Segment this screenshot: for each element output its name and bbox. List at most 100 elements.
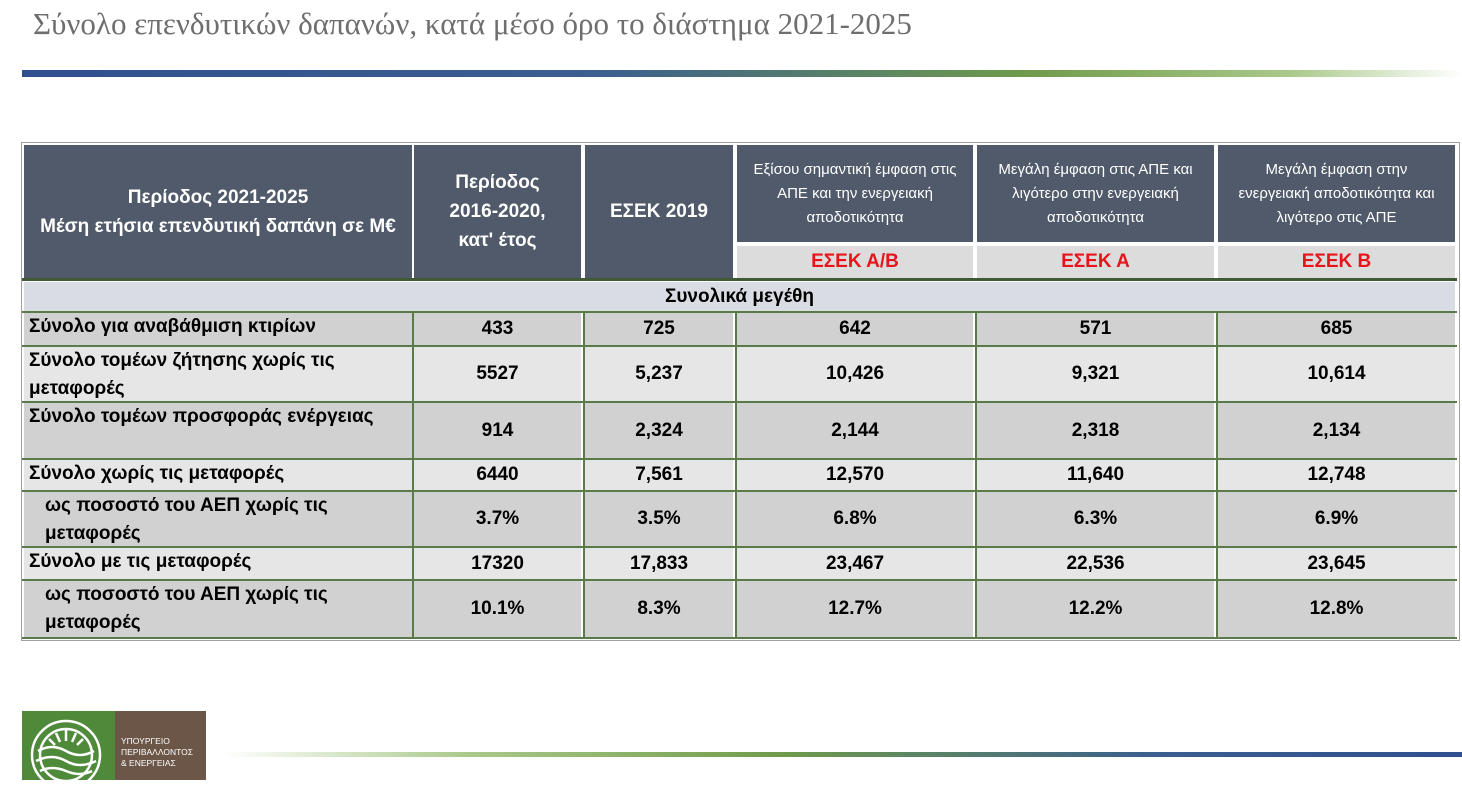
ministry-name-line: & ΕΝΕΡΓΕΙΑΣ — [121, 758, 176, 768]
section-total-figures: Συνολικά μεγέθη — [24, 282, 1455, 311]
scenario-label-a: ΕΣΕΚ Α — [977, 246, 1214, 278]
table-cell: 12.8% — [1218, 581, 1455, 637]
table-cell: 2,324 — [585, 403, 733, 458]
investment-table: Περίοδος 2021-2025 Μέση ετήσια επενδυτικ… — [21, 142, 1460, 641]
footer-bar — [222, 752, 1462, 757]
row-label-line: Σύνολο με τις μεταφορές — [29, 551, 252, 572]
scenario-label-ab: ΕΣΕΚ Α/Β — [737, 246, 973, 278]
table-cell: 2,134 — [1218, 403, 1455, 458]
table-cell: 10,426 — [737, 347, 973, 401]
row-divider — [22, 637, 1457, 639]
row-divider — [22, 345, 1457, 347]
ministry-logo: ΥΠΟΥΡΓΕΙΟ ΠΕΡΙΒΑΛΛΟΝΤΟΣ & ΕΝΕΡΓΕΙΑΣ — [22, 711, 206, 785]
ministry-name: ΥΠΟΥΡΓΕΙΟ ΠΕΡΙΒΑΛΛΟΝΤΟΣ & ΕΝΕΡΓΕΙΑΣ — [121, 736, 193, 769]
header-text: αποδοτικότητα — [806, 208, 904, 226]
table-cell: 7,561 — [585, 460, 733, 490]
header-text: λιγότερο στις ΑΠΕ — [1276, 208, 1397, 226]
header-text: αποδοτικότητα — [1047, 208, 1144, 226]
ministry-emblem-icon — [22, 711, 115, 785]
table-cell: 11,640 — [977, 460, 1214, 490]
header-text: Μεγάλη έμφαση στις ΑΠΕ και — [998, 160, 1193, 178]
table-cell: 8.3% — [585, 581, 733, 637]
header-text: 2016-2020, — [449, 201, 546, 222]
row-label: ως ποσοστό του ΑΕΠ χωρίς τις μεταφορές — [24, 492, 412, 546]
table-cell: 2,318 — [977, 403, 1214, 458]
table-cell: 6.8% — [737, 492, 973, 546]
row-divider — [22, 401, 1457, 403]
header-period-2016-2020: Περίοδος 2016-2020, κατ' έτος — [414, 145, 581, 278]
table-cell: 6440 — [414, 460, 581, 490]
header-text: Εξίσου σημαντική έμφαση στις — [753, 160, 957, 178]
row-label-line: μεταφορές — [45, 523, 141, 544]
table-cell: 725 — [585, 313, 733, 345]
row-divider — [22, 579, 1457, 581]
table-cell: 23,645 — [1218, 548, 1455, 579]
row-label: Σύνολο τομέων προσφοράς ενέργειας — [24, 403, 412, 458]
table-cell: 5527 — [414, 347, 581, 401]
header-text: λιγότερο στην ενεργειακή — [1012, 184, 1179, 202]
title-underline-bar — [22, 70, 1462, 77]
table-cell: 10,614 — [1218, 347, 1455, 401]
row-label-line: μεταφορές — [29, 378, 125, 399]
header-scenario-equal: Εξίσου σημαντική έμφαση στις ΑΠΕ και την… — [737, 145, 973, 242]
table-cell: 5,237 — [585, 347, 733, 401]
row-label-line: μεταφορές — [45, 612, 141, 633]
table-cell: 12,570 — [737, 460, 973, 490]
row-label: Σύνολο για αναβάθμιση κτιρίων — [24, 313, 412, 345]
row-label-line: ως ποσοστό του ΑΕΠ χωρίς τις — [45, 584, 328, 605]
row-label-line: Σύνολο χωρίς τις μεταφορές — [29, 463, 285, 484]
header-text: Μεγάλη έμφαση στην — [1265, 160, 1408, 178]
header-text: ενεργειακή αποδοτικότητα και — [1238, 184, 1435, 202]
row-divider — [22, 546, 1457, 548]
table-cell: 12.7% — [737, 581, 973, 637]
table-cell: 6.3% — [977, 492, 1214, 546]
table-cell: 571 — [977, 313, 1214, 345]
row-divider — [22, 490, 1457, 492]
header-text: ΑΠΕ και την ενεργειακή — [777, 184, 933, 202]
ministry-name-line: ΥΠΟΥΡΓΕΙΟ — [121, 736, 170, 746]
header-scenario-res: Μεγάλη έμφαση στις ΑΠΕ και λιγότερο στην… — [977, 145, 1214, 242]
table-cell: 3.7% — [414, 492, 581, 546]
table-cell: 17,833 — [585, 548, 733, 579]
scenario-label-b: ΕΣΕΚ Β — [1218, 246, 1455, 278]
column-divider — [735, 312, 737, 637]
row-label: ως ποσοστό του ΑΕΠ χωρίς τις μεταφορές — [24, 581, 412, 637]
header-text: κατ' έτος — [458, 230, 537, 251]
column-divider — [1216, 312, 1218, 637]
table-cell: 642 — [737, 313, 973, 345]
row-divider — [22, 458, 1457, 460]
row-label: Σύνολο χωρίς τις μεταφορές — [24, 460, 412, 490]
table-cell: 433 — [414, 313, 581, 345]
table-cell: 9,321 — [977, 347, 1214, 401]
header-period-2021-2025: Περίοδος 2021-2025 Μέση ετήσια επενδυτικ… — [24, 145, 412, 278]
row-label-line: Σύνολο για αναβάθμιση κτιρίων — [29, 316, 316, 337]
table-cell: 10.1% — [414, 581, 581, 637]
table-cell: 3.5% — [585, 492, 733, 546]
table-cell: 914 — [414, 403, 581, 458]
column-divider — [583, 312, 585, 637]
row-label: Σύνολο τομέων ζήτησης χωρίς τις μεταφορές — [24, 347, 412, 401]
ministry-name-line: ΠΕΡΙΒΑΛΛΟΝΤΟΣ — [121, 747, 194, 757]
table-cell: 6.9% — [1218, 492, 1455, 546]
header-divider — [22, 278, 1457, 281]
column-divider — [975, 312, 977, 637]
section-divider — [22, 311, 1457, 313]
table-cell: 17320 — [414, 548, 581, 579]
row-label: Σύνολο με τις μεταφορές — [24, 548, 412, 579]
row-label-line: ως ποσοστό του ΑΕΠ χωρίς τις — [45, 495, 328, 516]
header-period-line2: Μέση ετήσια επενδυτική δαπάνη σε Μ€ — [40, 215, 396, 237]
header-text: Περίοδος — [455, 172, 540, 193]
table-cell: 23,467 — [737, 548, 973, 579]
header-esek-2019: ΕΣΕΚ 2019 — [585, 145, 733, 278]
table-cell: 22,536 — [977, 548, 1214, 579]
slide-title: Σύνολο επενδυτικών δαπανών, κατά μέσο όρ… — [33, 6, 912, 41]
header-scenario-efficiency: Μεγάλη έμφαση στην ενεργειακή αποδοτικότ… — [1218, 145, 1455, 242]
row-label-line: Σύνολο τομέων ζήτησης χωρίς τις — [29, 350, 335, 371]
table-cell: 12.2% — [977, 581, 1214, 637]
table-cell: 2,144 — [737, 403, 973, 458]
header-period-line1: Περίοδος 2021-2025 — [127, 186, 309, 208]
logo-text-panel — [115, 711, 206, 780]
row-label-line: Σύνολο τομέων προσφοράς ενέργειας — [29, 406, 374, 427]
column-divider — [412, 312, 414, 637]
table-cell: 12,748 — [1218, 460, 1455, 490]
